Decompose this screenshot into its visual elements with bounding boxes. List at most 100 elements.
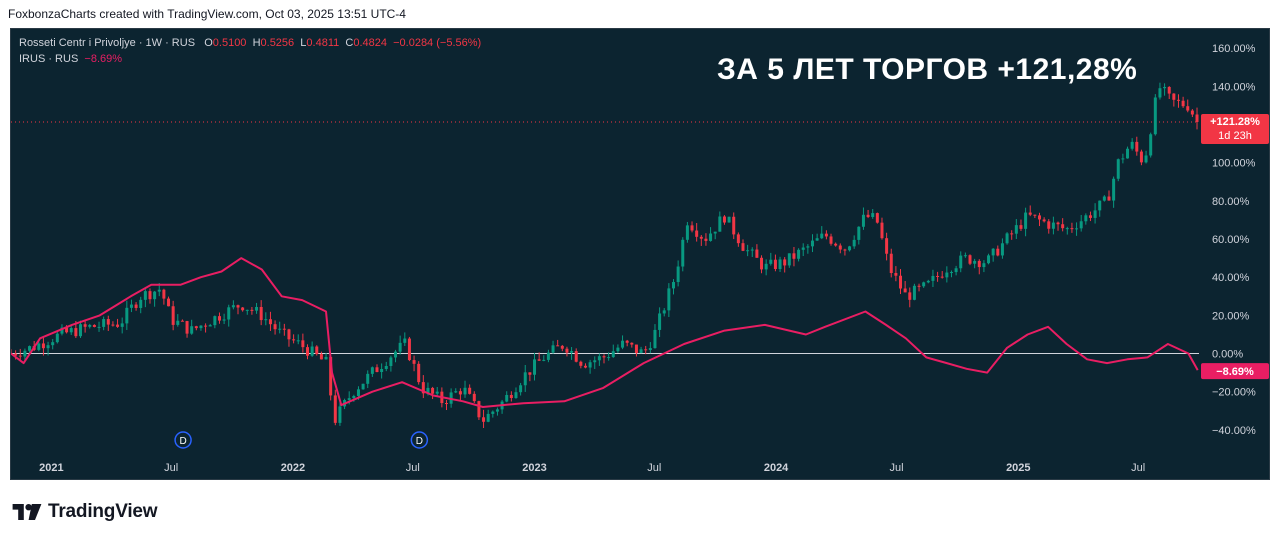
candle [319, 351, 323, 360]
candle [519, 382, 523, 396]
candle [380, 363, 384, 379]
candle [597, 353, 601, 366]
tradingview-logo[interactable]: TradingView [12, 500, 158, 524]
candle [1079, 214, 1083, 232]
candle [509, 391, 513, 402]
candle [685, 221, 689, 243]
candle [301, 333, 305, 353]
candle [926, 279, 930, 284]
legend-high-value: 0.5256 [260, 37, 295, 49]
candle [704, 233, 708, 246]
dividend-marker[interactable]: D [410, 431, 429, 449]
candle [746, 244, 750, 257]
candle [667, 283, 671, 317]
candle [384, 361, 388, 372]
candle [968, 254, 972, 266]
candle [1163, 83, 1167, 96]
candle [611, 344, 615, 358]
candle [560, 344, 564, 352]
legend-compare-row[interactable]: IRUS · RUS −8.69% [19, 51, 481, 67]
candle [949, 270, 953, 278]
compare-price-badge-value: −8.69% [1216, 366, 1254, 378]
candle [899, 269, 903, 295]
candle [296, 334, 300, 345]
candle [653, 324, 657, 349]
y-tick-label: 140.00% [1212, 81, 1256, 93]
candle [528, 372, 532, 382]
candle [46, 341, 50, 356]
candle [815, 233, 819, 241]
candle [838, 243, 842, 254]
candlestick-series [11, 82, 1199, 429]
candle [1042, 217, 1046, 223]
candle [810, 234, 814, 253]
y-tick-label: 80.00% [1212, 196, 1250, 208]
candle [1098, 200, 1102, 217]
candle [236, 304, 240, 315]
candle [783, 257, 787, 273]
candle [486, 409, 490, 423]
candle [407, 336, 411, 362]
candle [116, 318, 120, 328]
candle [1158, 82, 1162, 100]
candle [806, 244, 810, 254]
candle [954, 265, 958, 276]
candle [848, 245, 852, 252]
candle [273, 320, 277, 335]
candle [787, 253, 791, 268]
candle [129, 299, 133, 313]
main-price-badge-value: +121.28% [1210, 116, 1260, 128]
candle [736, 232, 740, 247]
candle [398, 335, 402, 355]
candle [125, 300, 129, 330]
candle [1024, 207, 1028, 237]
legend-main-row[interactable]: Rosseti Centr i Privoljye · 1W · RUS O0.… [19, 35, 481, 51]
candle [69, 325, 73, 335]
candle [463, 380, 467, 398]
candle [167, 296, 171, 307]
candle [764, 259, 768, 276]
candle [834, 242, 838, 247]
candle [1172, 93, 1176, 107]
candle [375, 364, 379, 373]
candle [1037, 212, 1041, 227]
candle [245, 309, 249, 315]
candle [991, 248, 995, 262]
candle [1047, 219, 1051, 234]
dividend-marker[interactable]: D [174, 431, 192, 449]
candle [523, 364, 527, 392]
candle [570, 347, 574, 360]
candle [588, 359, 592, 374]
axis-layer: 160.00% 140.00% 100.00% 80.00% 60.00% 40.00% 2… [39, 43, 1256, 474]
compare-series-layer [11, 257, 1199, 408]
legend-main-symbol: Rosseti Centr i Privoljye · 1W · RUS [19, 37, 196, 49]
candle [139, 296, 143, 314]
candle [773, 254, 777, 272]
candle [180, 319, 184, 322]
candle [718, 211, 722, 232]
candle [338, 401, 342, 426]
candle [41, 336, 45, 356]
chart-panel[interactable]: 160.00% 140.00% 100.00% 80.00% 60.00% 40.00% 2… [10, 28, 1270, 480]
candle [333, 389, 337, 426]
candle [412, 355, 416, 372]
candle [672, 279, 676, 295]
candle [1153, 94, 1157, 136]
x-tick-label: Jul [164, 462, 178, 474]
candle [1000, 238, 1004, 259]
chart-canvas[interactable]: 160.00% 140.00% 100.00% 80.00% 60.00% 40.00% 2… [11, 29, 1269, 479]
candle [143, 289, 147, 308]
candle [134, 302, 138, 311]
candle [648, 342, 652, 354]
candle [621, 335, 625, 350]
candle [875, 212, 879, 224]
candle [565, 346, 569, 357]
candle [871, 209, 875, 219]
candle [171, 300, 175, 331]
candle [458, 388, 462, 402]
candle [1102, 195, 1106, 202]
y-tick-label: 60.00% [1212, 234, 1250, 246]
candle [315, 345, 319, 356]
candle [477, 400, 481, 420]
candle [797, 248, 801, 262]
